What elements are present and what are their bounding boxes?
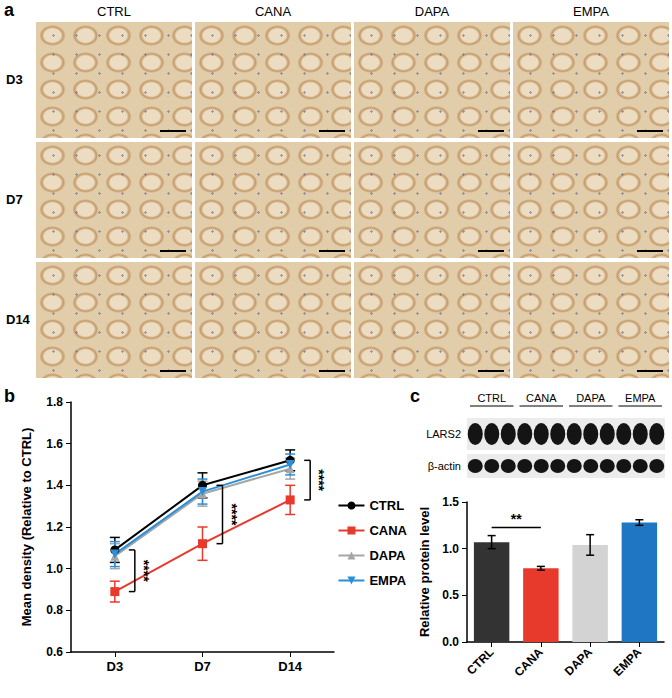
svg-text:β-actin: β-actin — [428, 460, 461, 472]
svg-text:D3: D3 — [107, 659, 124, 674]
svg-text:CTRL: CTRL — [464, 645, 496, 677]
svg-text:1.4: 1.4 — [46, 478, 63, 492]
svg-text:EMPA: EMPA — [625, 392, 656, 404]
svg-text:EMPA: EMPA — [369, 573, 406, 588]
svg-text:DAPA: DAPA — [369, 548, 405, 563]
svg-text:CANA: CANA — [526, 392, 557, 404]
html-text:D14: D14 — [6, 312, 30, 327]
svg-text:****: **** — [136, 560, 152, 582]
html-text:D7: D7 — [6, 192, 23, 207]
html-text:D3: D3 — [6, 72, 23, 87]
svg-text:LARS2: LARS2 — [426, 428, 461, 440]
svg-text:0.0: 0.0 — [442, 635, 459, 649]
svg-text:CANA: CANA — [369, 523, 407, 538]
svg-text:Relative protein level: Relative protein level — [417, 507, 432, 637]
html-text:a: a — [4, 0, 14, 20]
html-text:DAPA: DAPA — [414, 4, 450, 19]
html-text:EMPA: EMPA — [573, 4, 609, 19]
svg-text:0.6: 0.6 — [46, 645, 63, 659]
svg-text:0.5: 0.5 — [442, 588, 459, 602]
svg-text:0.8: 0.8 — [46, 603, 63, 617]
svg-text:****: **** — [224, 504, 240, 526]
svg-text:1.2: 1.2 — [46, 520, 63, 534]
svg-text:****: **** — [311, 469, 327, 491]
svg-text:CTRL: CTRL — [369, 498, 404, 513]
svg-text:1.5: 1.5 — [442, 495, 459, 509]
html-text:CTRL: CTRL — [97, 4, 131, 19]
svg-text:D7: D7 — [194, 659, 211, 674]
svg-text:1.0: 1.0 — [46, 562, 63, 576]
html-text:CANA: CANA — [254, 4, 292, 19]
html-text:c: c — [410, 386, 420, 406]
svg-text:D14: D14 — [278, 659, 303, 674]
html-text:b: b — [4, 386, 15, 406]
svg-text:DAPA: DAPA — [562, 645, 596, 679]
svg-text:**: ** — [511, 511, 522, 527]
svg-text:1.6: 1.6 — [46, 437, 63, 451]
svg-text:CANA: CANA — [511, 645, 546, 680]
svg-text:EMPA: EMPA — [611, 645, 645, 679]
svg-text:1.8: 1.8 — [46, 395, 63, 409]
svg-text:1.0: 1.0 — [442, 542, 459, 556]
svg-text:Mean density (Relative to CTRL: Mean density (Relative to CTRL) — [19, 428, 34, 627]
svg-text:CTRL: CTRL — [477, 392, 506, 404]
svg-text:DAPA: DAPA — [576, 392, 606, 404]
